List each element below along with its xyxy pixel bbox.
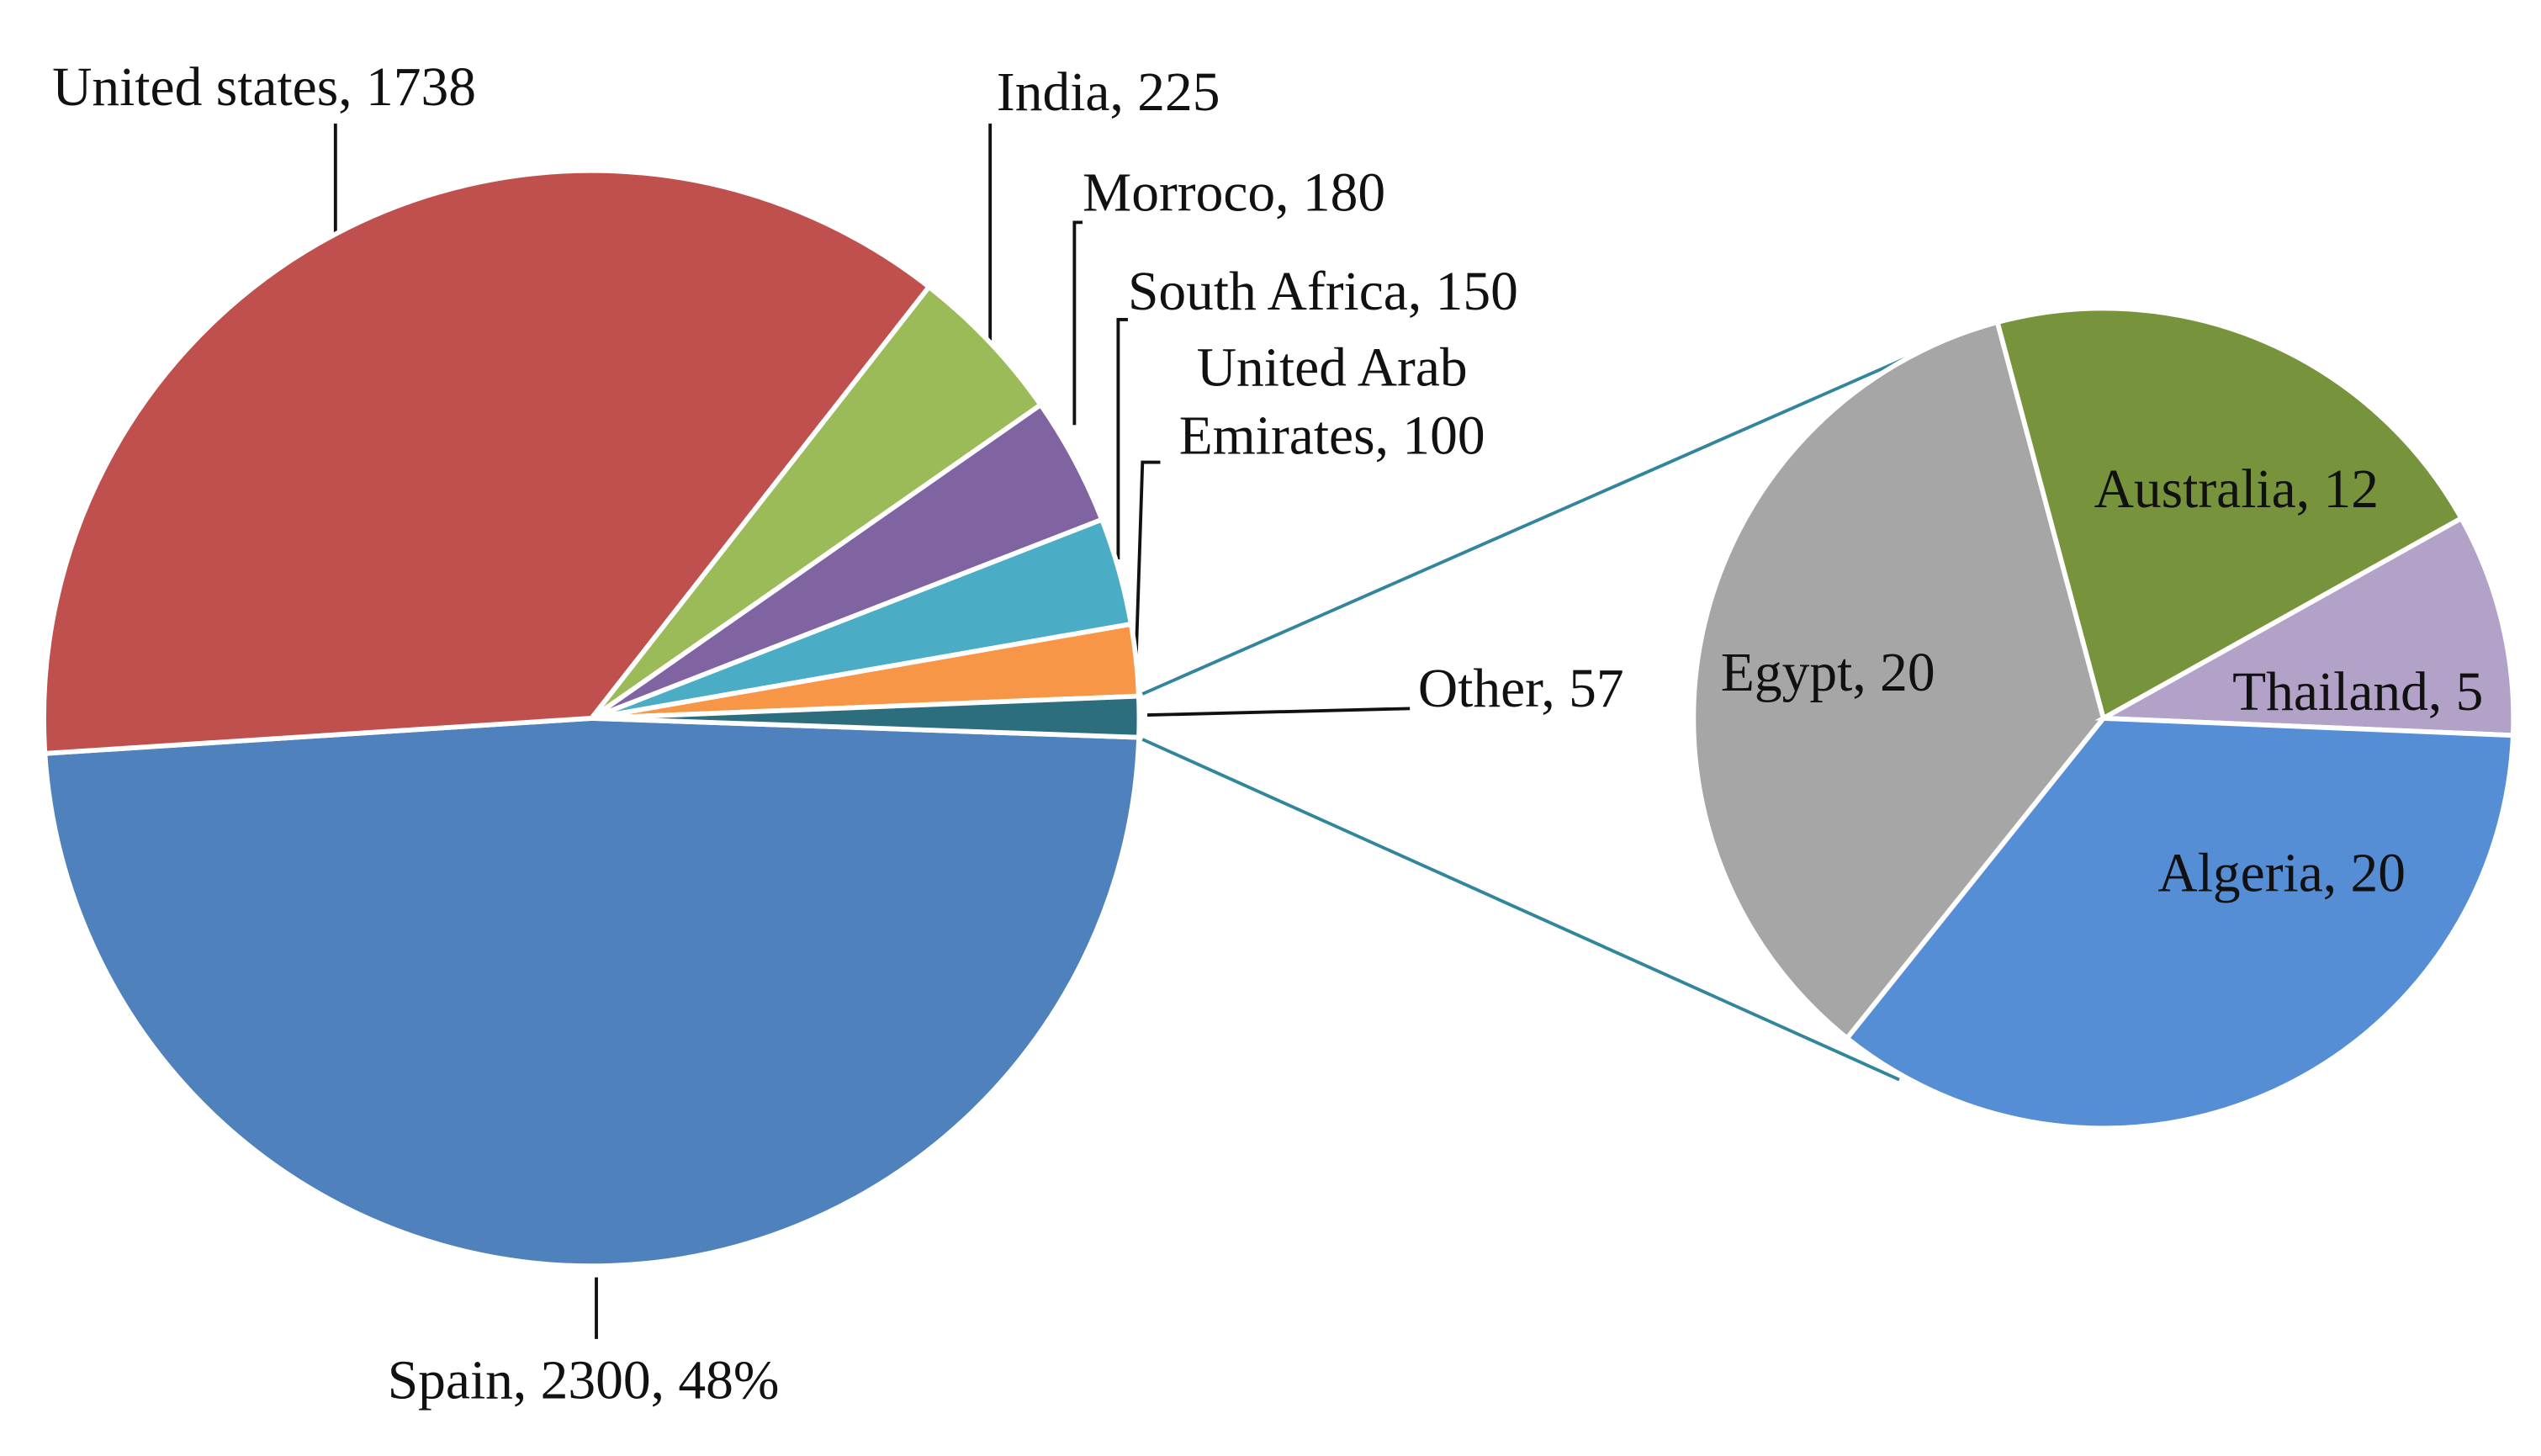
data-label: Spain, 2300, 48% [388, 1351, 780, 1411]
data-label: United states, 1738 [52, 57, 476, 118]
data-label: Egypt, 20 [1721, 643, 1935, 703]
data-label: Australia, 12 [2094, 459, 2379, 520]
data-label: Morroco, 180 [1083, 163, 1385, 224]
connector-line [1141, 738, 1900, 1082]
pie-slice [2094, 515, 2517, 739]
pie-slice [1843, 715, 2516, 1131]
data-label: United Arab Emirates, 100 [1179, 338, 1485, 467]
data-label: Other, 57 [1418, 659, 1624, 719]
pie-slice [42, 716, 1142, 1268]
data-label: Thailand, 5 [2232, 662, 2483, 723]
leader-line [1116, 318, 1128, 560]
data-label: South Africa, 150 [1128, 262, 1518, 322]
connector-line [1141, 355, 1910, 696]
pie-slice [591, 693, 1142, 740]
pie [1691, 305, 2517, 1131]
leader-line [1147, 707, 1411, 717]
leader-line [1134, 460, 1161, 662]
pie-slice [589, 283, 1045, 721]
data-label: Algeria, 20 [2157, 844, 2406, 904]
pie-slice [1994, 305, 2465, 723]
pie-slice [1691, 319, 2106, 1042]
pie [41, 167, 1142, 1268]
data-label: India, 225 [997, 62, 1220, 123]
leader-line [1072, 220, 1083, 426]
pie-slice [41, 167, 933, 756]
